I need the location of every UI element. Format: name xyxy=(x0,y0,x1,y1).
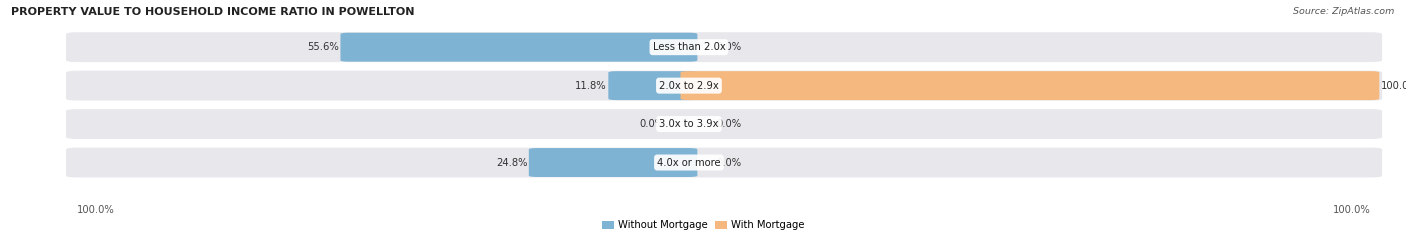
Text: 0.0%: 0.0% xyxy=(716,158,741,168)
Text: 24.8%: 24.8% xyxy=(496,158,527,168)
Text: PROPERTY VALUE TO HOUSEHOLD INCOME RATIO IN POWELLTON: PROPERTY VALUE TO HOUSEHOLD INCOME RATIO… xyxy=(11,7,415,17)
FancyBboxPatch shape xyxy=(66,71,1382,101)
Text: 0.0%: 0.0% xyxy=(640,119,665,129)
Text: 11.8%: 11.8% xyxy=(575,81,607,91)
FancyBboxPatch shape xyxy=(529,148,697,177)
FancyBboxPatch shape xyxy=(340,33,697,62)
Text: 55.6%: 55.6% xyxy=(308,42,339,52)
Text: Source: ZipAtlas.com: Source: ZipAtlas.com xyxy=(1294,7,1395,16)
FancyBboxPatch shape xyxy=(681,71,1379,100)
Text: 0.0%: 0.0% xyxy=(716,42,741,52)
Text: 0.0%: 0.0% xyxy=(716,119,741,129)
Text: 4.0x or more: 4.0x or more xyxy=(657,158,721,168)
FancyBboxPatch shape xyxy=(609,71,697,100)
Text: Less than 2.0x: Less than 2.0x xyxy=(652,42,725,52)
Text: 100.0%: 100.0% xyxy=(1333,205,1371,215)
Legend: Without Mortgage, With Mortgage: Without Mortgage, With Mortgage xyxy=(602,220,804,230)
FancyBboxPatch shape xyxy=(66,109,1382,139)
Text: 2.0x to 2.9x: 2.0x to 2.9x xyxy=(659,81,718,91)
Text: 3.0x to 3.9x: 3.0x to 3.9x xyxy=(659,119,718,129)
Text: 100.0%: 100.0% xyxy=(77,205,115,215)
FancyBboxPatch shape xyxy=(66,147,1382,178)
FancyBboxPatch shape xyxy=(66,32,1382,62)
Text: 100.0%: 100.0% xyxy=(1381,81,1406,91)
